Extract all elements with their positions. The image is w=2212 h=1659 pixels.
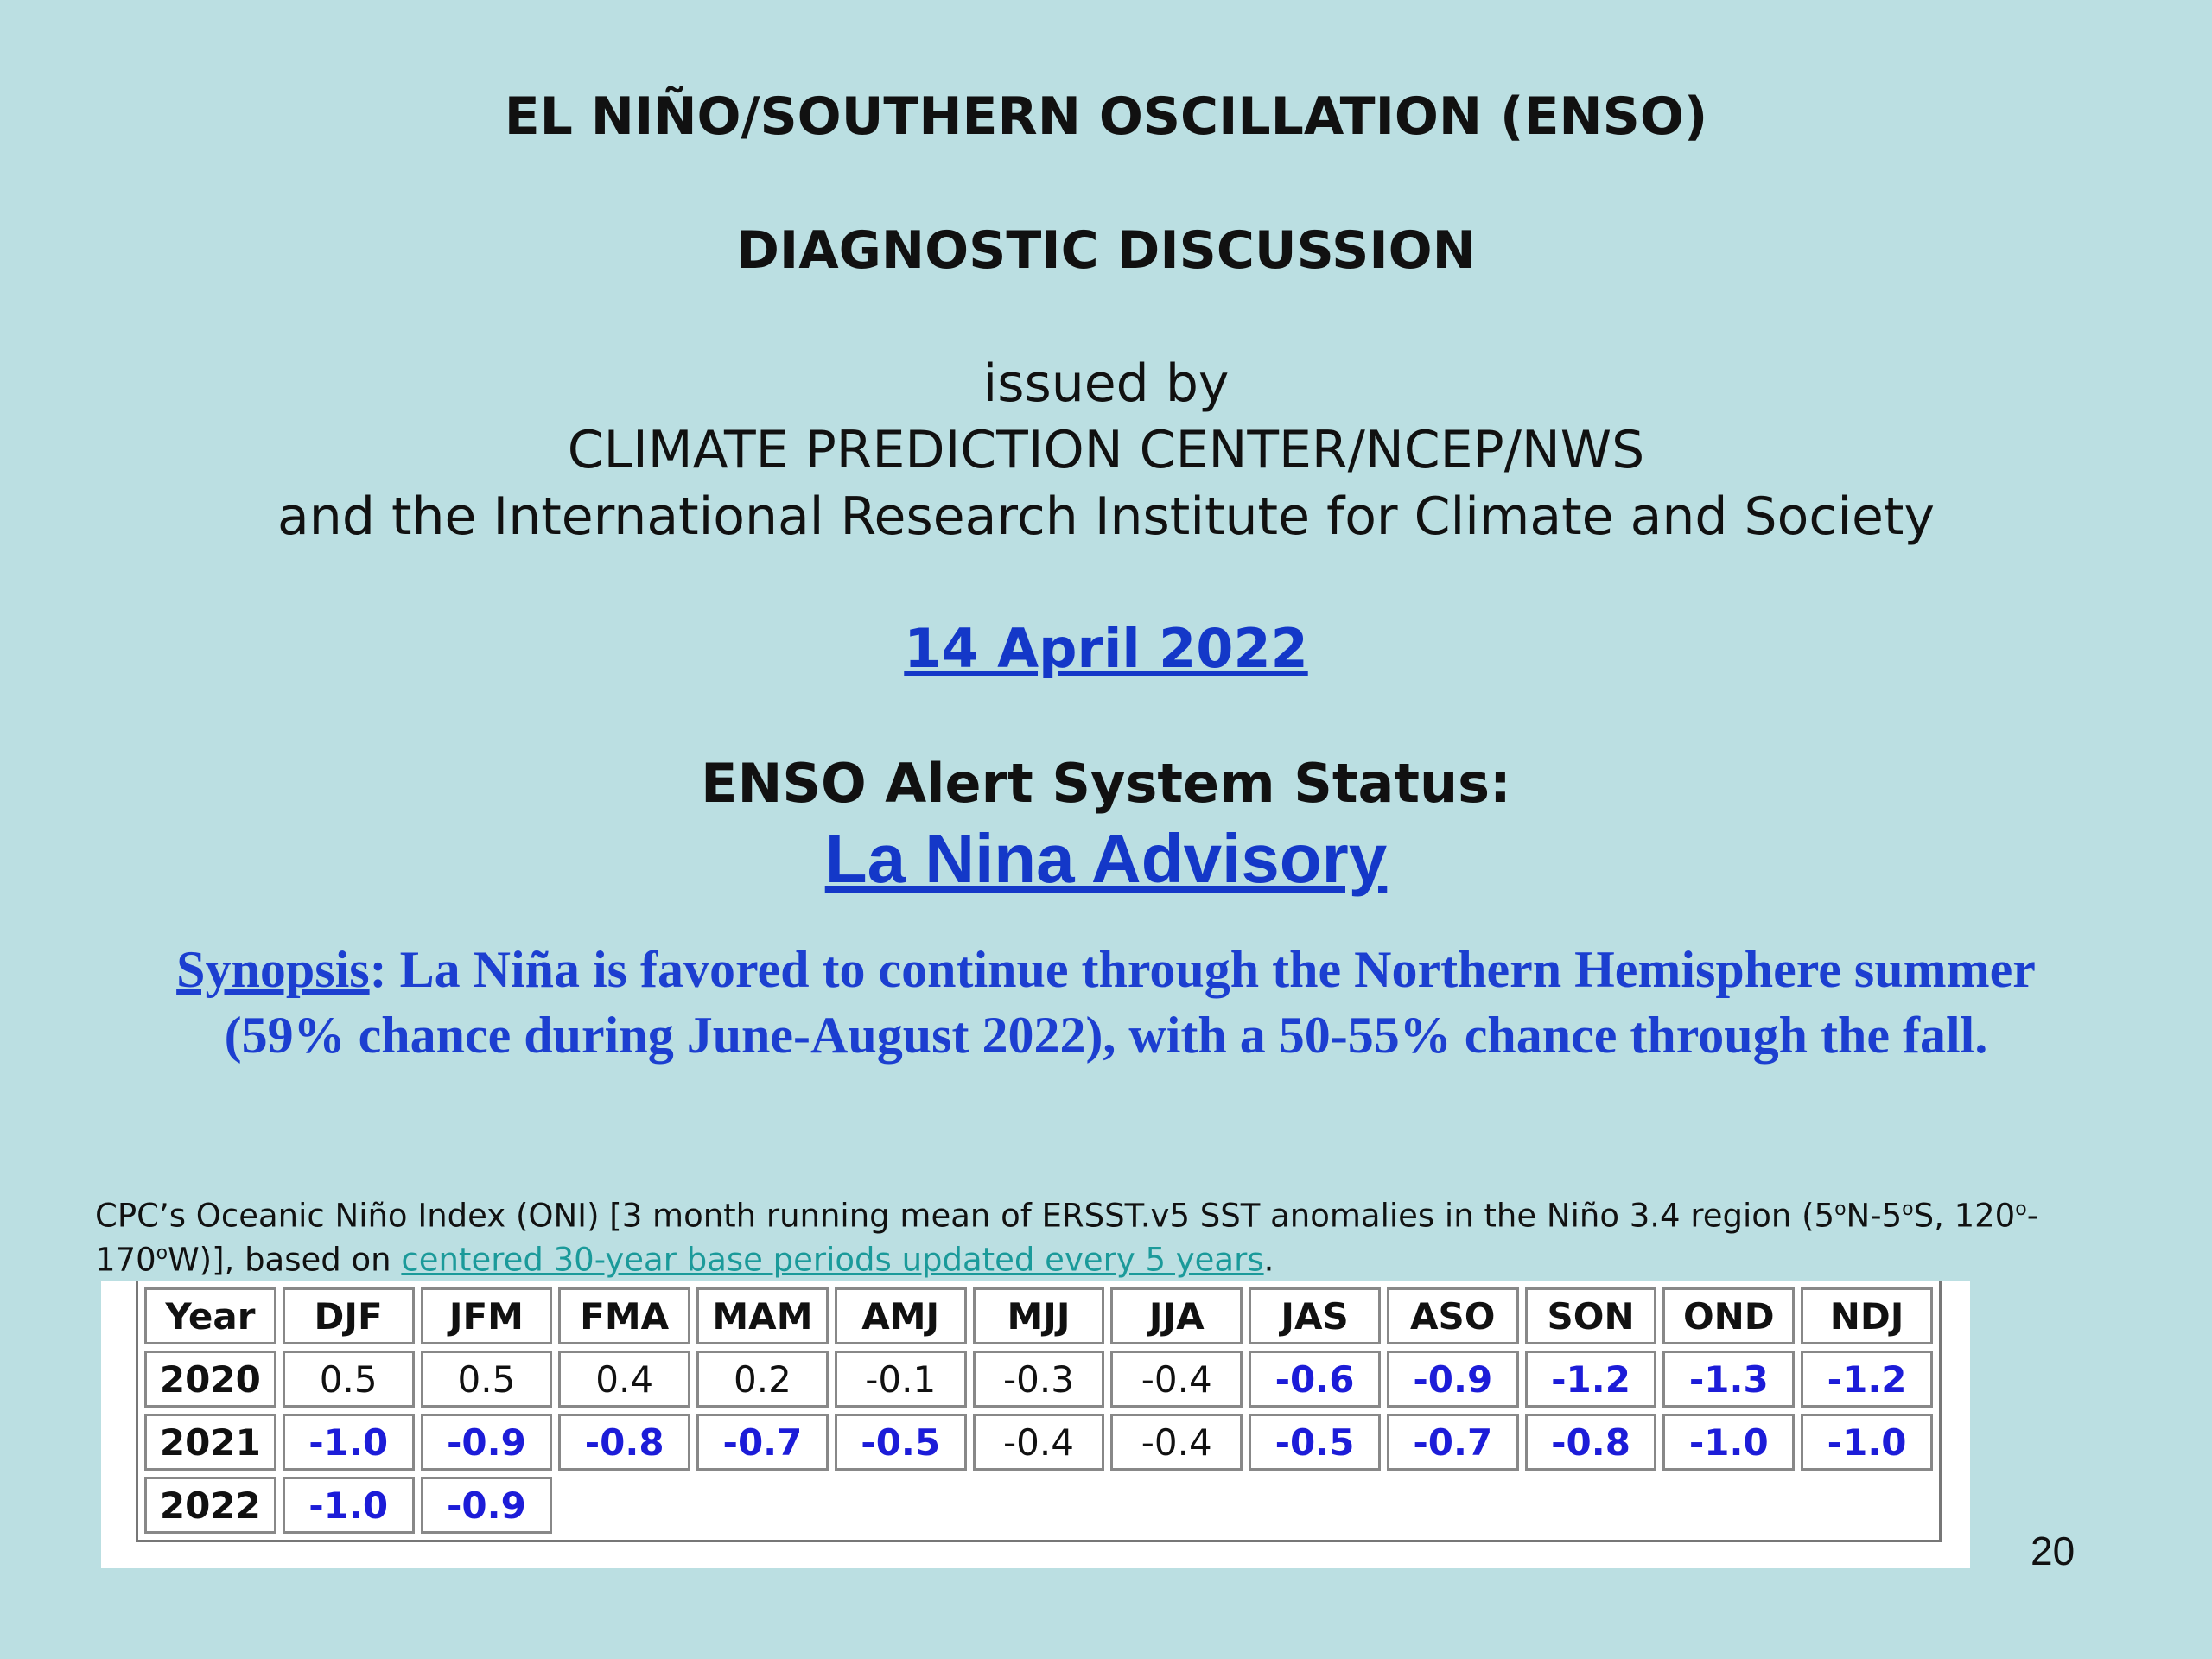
year-cell: 2022	[144, 1477, 276, 1534]
column-header: FMA	[558, 1287, 691, 1344]
column-header: ASO	[1386, 1287, 1519, 1344]
year-cell: 2021	[144, 1414, 276, 1471]
note-text: -170	[95, 1197, 2039, 1279]
superscript: o	[1902, 1198, 1914, 1220]
empty-cell	[835, 1477, 967, 1534]
oni-cell: 0.5	[282, 1351, 415, 1408]
date-link[interactable]: 14 April 2022	[904, 617, 1308, 680]
empty-cell	[1801, 1477, 1933, 1534]
issued-block: issued by CLIMATE PREDICTION CENTER/NCEP…	[0, 351, 2212, 550]
issued-line: and the International Research Institute…	[277, 486, 1935, 547]
oni-cell: -1.2	[1801, 1351, 1933, 1408]
alert-status[interactable]: La Nina Advisory	[824, 820, 1388, 897]
oni-cell: -0.5	[1249, 1414, 1381, 1471]
column-header: JFM	[420, 1287, 553, 1344]
oni-cell: -1.0	[282, 1414, 415, 1471]
issued-line: issued by	[982, 353, 1230, 414]
column-header: DJF	[282, 1287, 415, 1344]
note-text: W)], based on	[168, 1241, 402, 1279]
empty-cell	[558, 1477, 690, 1534]
column-header: AMJ	[834, 1287, 967, 1344]
oni-cell: -0.6	[1249, 1351, 1381, 1408]
note-text: .	[1263, 1241, 1274, 1279]
oni-cell: -0.9	[420, 1414, 553, 1471]
superscript: o	[156, 1243, 168, 1265]
oni-cell: -1.0	[1801, 1414, 1933, 1471]
oni-note: CPC’s Oceanic Niño Index (ONI) [3 month …	[95, 1191, 2082, 1280]
oni-cell: -0.4	[1110, 1414, 1243, 1471]
note-text: CPC’s Oceanic Niño Index (ONI) [3 month …	[95, 1197, 1835, 1235]
oni-cell: -0.5	[834, 1414, 967, 1471]
column-header: MAM	[696, 1287, 829, 1344]
oni-cell: -1.3	[1662, 1351, 1796, 1408]
oni-cell: -0.3	[972, 1351, 1105, 1408]
empty-cell	[1249, 1477, 1381, 1534]
data-row: 2021 -1.0 -0.9 -0.8 -0.7 -0.5 -0.4 -0.4 -0.5 -0.7…	[144, 1414, 1933, 1471]
column-header: SON	[1524, 1287, 1657, 1344]
issued-line: CLIMATE PREDICTION CENTER/NCEP/NWS	[567, 420, 1645, 480]
column-header: JJA	[1110, 1287, 1243, 1344]
oni-cell: 0.5	[420, 1351, 553, 1408]
oni-cell: -0.4	[972, 1414, 1105, 1471]
oni-cell: -0.1	[834, 1351, 967, 1408]
empty-cell	[696, 1477, 829, 1534]
column-header: OND	[1662, 1287, 1796, 1344]
table-panel: Year DJF JFM FMA MAM AMJ MJJ JJA JAS ASO SON OND NDJ…	[101, 1281, 1970, 1568]
data-row: 2020 0.5 0.5 0.4 0.2 -0.1 -0.3 -0.4 -0.6 -0.9 -1.2…	[144, 1351, 1933, 1408]
oni-cell: -0.9	[420, 1477, 553, 1534]
column-header: Year	[144, 1287, 276, 1344]
oni-cell: -0.8	[558, 1414, 691, 1471]
data-row: 2022 -1.0 -0.9	[144, 1477, 1933, 1534]
synopsis: Synopsis: La Niña is favored to continue…	[112, 937, 2100, 1068]
oni-cell: -0.8	[1524, 1414, 1657, 1471]
oni-cell: 0.2	[696, 1351, 829, 1408]
empty-cell	[1387, 1477, 1519, 1534]
note-text: S, 120	[1913, 1197, 2016, 1235]
empty-cell	[1662, 1477, 1795, 1534]
empty-cell	[1525, 1477, 1657, 1534]
column-header: JAS	[1249, 1287, 1381, 1344]
oni-table: Year DJF JFM FMA MAM AMJ MJJ JJA JAS ASO SON OND NDJ…	[136, 1281, 1942, 1542]
empty-cell	[973, 1477, 1105, 1534]
oni-cell: -1.0	[1662, 1414, 1796, 1471]
year-cell: 2020	[144, 1351, 276, 1408]
oni-cell: -0.7	[696, 1414, 829, 1471]
synopsis-label[interactable]: Synopsis	[176, 941, 370, 998]
superscript: o	[1834, 1198, 1847, 1220]
note-text: N-5	[1846, 1197, 1903, 1235]
column-header: NDJ	[1801, 1287, 1933, 1344]
header-row: Year DJF JFM FMA MAM AMJ MJJ JJA JAS ASO SON OND NDJ	[144, 1287, 1933, 1344]
oni-cell: -0.9	[1386, 1351, 1519, 1408]
oni-cell: -1.2	[1524, 1351, 1657, 1408]
oni-cell: -0.4	[1110, 1351, 1243, 1408]
alert-label: ENSO Alert System Status:	[701, 752, 1511, 815]
oni-cell: 0.4	[558, 1351, 691, 1408]
synopsis-text: : La Niña is favored to continue through…	[224, 941, 2036, 1064]
title: EL NIÑO/SOUTHERN OSCILLATION (ENSO)	[504, 86, 1708, 147]
oni-cell: -0.7	[1386, 1414, 1519, 1471]
superscript: o	[2015, 1198, 2027, 1220]
note-link[interactable]: centered 30-year base periods updated ev…	[401, 1241, 1264, 1279]
empty-cell	[1110, 1477, 1243, 1534]
page-number: 20	[2031, 1529, 2075, 1573]
column-header: MJJ	[972, 1287, 1105, 1344]
oni-cell: -1.0	[282, 1477, 415, 1534]
subtitle: DIAGNOSTIC DISCUSSION	[736, 220, 1476, 281]
